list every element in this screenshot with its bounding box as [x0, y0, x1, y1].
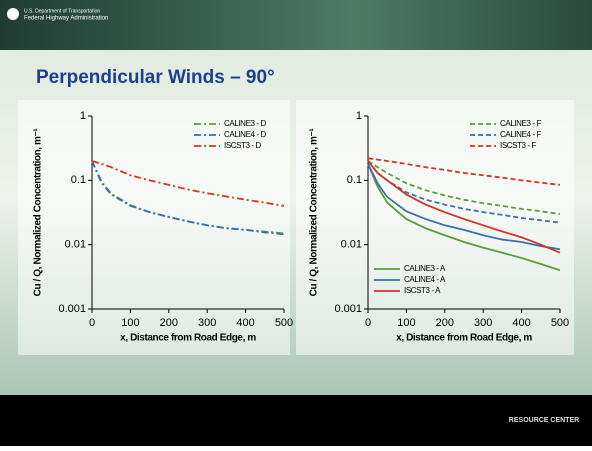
- x-tick-label: 500: [275, 317, 293, 329]
- chart-panel: [296, 100, 574, 355]
- x-tick-label: 0: [89, 317, 95, 329]
- y-tick-label: 0.01: [65, 239, 86, 251]
- header-bar: [0, 0, 592, 50]
- y-tick-label: 0.1: [347, 174, 362, 186]
- x-tick-label: 200: [160, 317, 178, 329]
- series-line: [367, 163, 561, 272]
- x-axis-label: x, Distance from Road Edge, m: [396, 333, 532, 344]
- y-axis-label: Cu / Q, Normalized Concentration, m⁻¹: [33, 128, 44, 297]
- y-tick-label: 0.001: [58, 303, 86, 315]
- series-line: [367, 160, 561, 254]
- series-line: [367, 160, 561, 215]
- x-tick-label: 400: [236, 317, 254, 329]
- series-line: [91, 160, 285, 207]
- slide-title: Perpendicular Winds – 90°: [36, 67, 275, 88]
- y-tick-label: 0.001: [334, 303, 362, 315]
- footer-bar: [0, 395, 592, 446]
- y-tick-label: 1: [356, 110, 362, 122]
- agency-line: Federal Highway Administration: [24, 16, 108, 22]
- legend-label: CALINE3 - A: [404, 264, 446, 273]
- legend-label: CALINE3 - D: [224, 119, 266, 128]
- legend-label: ISCST3 - D: [224, 141, 262, 150]
- charts: 0.001 0.01 0.1 1 0 100 200 300 400 500 x, Distance…: [33, 110, 570, 344]
- legend-label: CALINE3 - F: [500, 119, 541, 128]
- x-tick-label: 300: [198, 317, 216, 329]
- legend-label: CALINE4 - F: [500, 130, 541, 139]
- x-tick-label: 100: [397, 317, 415, 329]
- y-axis-label: Cu / Q, Normalized Concentration, m⁻¹: [309, 128, 320, 297]
- series-line: [367, 163, 561, 251]
- x-tick-label: 300: [474, 317, 492, 329]
- chart-panel: [18, 100, 290, 355]
- agency-logo: [7, 8, 19, 20]
- y-tick-label: 0.01: [341, 239, 362, 251]
- y-tick-label: 1: [80, 110, 86, 122]
- x-tick-label: 200: [436, 317, 454, 329]
- series-line: [91, 160, 285, 236]
- legend-label: CALINE4 - A: [404, 275, 446, 284]
- x-tick-label: 500: [551, 317, 569, 329]
- x-tick-label: 400: [512, 317, 530, 329]
- x-tick-label: 100: [121, 317, 139, 329]
- agency-line: U.S. Department of Transportation: [24, 8, 100, 14]
- y-tick-label: 0.1: [71, 174, 86, 186]
- legend-label: CALINE4 - D: [224, 130, 266, 139]
- legend-label: ISCST3 - A: [404, 286, 441, 295]
- footer-brand: RESOURCE CENTER: [509, 417, 579, 424]
- x-tick-label: 0: [365, 317, 371, 329]
- series-line: [367, 157, 561, 186]
- legend-label: ISCST3 - F: [500, 141, 537, 150]
- x-axis-label: x, Distance from Road Edge, m: [120, 333, 256, 344]
